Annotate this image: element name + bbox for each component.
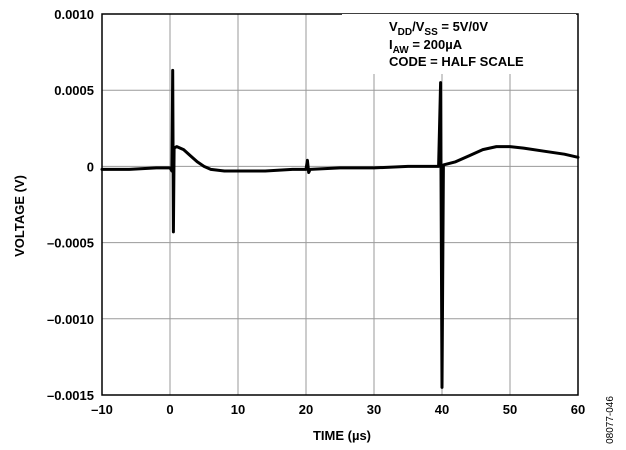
y-tick-label: –0.0010 [47, 312, 94, 327]
x-axis-label: TIME (µs) [313, 428, 371, 443]
y-tick-label: –0.0015 [47, 388, 94, 403]
plot-frame [101, 13, 579, 396]
annotation-line-3: CODE = HALF SCALE [389, 54, 524, 69]
x-tick-label: 50 [503, 402, 517, 417]
x-tick-label: 60 [571, 402, 585, 417]
series-line [100, 68, 580, 389]
x-tick-label: 30 [367, 402, 381, 417]
x-tick-label: –10 [91, 402, 113, 417]
y-tick-label: 0.0005 [54, 83, 94, 98]
y-tick-label: 0.0010 [54, 7, 94, 22]
y-axis-label: VOLTAGE (V) [12, 175, 27, 257]
y-tick-labels: 0.0010 0.0005 0 –0.0005 –0.0010 –0.0015 [47, 7, 94, 403]
x-tick-label: 0 [166, 402, 173, 417]
x-tick-label: 40 [435, 402, 449, 417]
figure-id: 08077-046 [605, 396, 616, 444]
annotation-line-2: IAW = 200µA [389, 37, 463, 56]
annotation-box [342, 14, 576, 74]
series-layer [100, 68, 580, 389]
annotation-line-1: VDD/VSS = 5V/0V [389, 19, 488, 38]
x-tick-labels: –10 0 10 20 30 40 50 60 [91, 402, 585, 417]
x-tick-label: 10 [231, 402, 245, 417]
y-tick-label: –0.0005 [47, 236, 94, 251]
y-tick-label: 0 [87, 159, 94, 174]
x-tick-label: 20 [299, 402, 313, 417]
